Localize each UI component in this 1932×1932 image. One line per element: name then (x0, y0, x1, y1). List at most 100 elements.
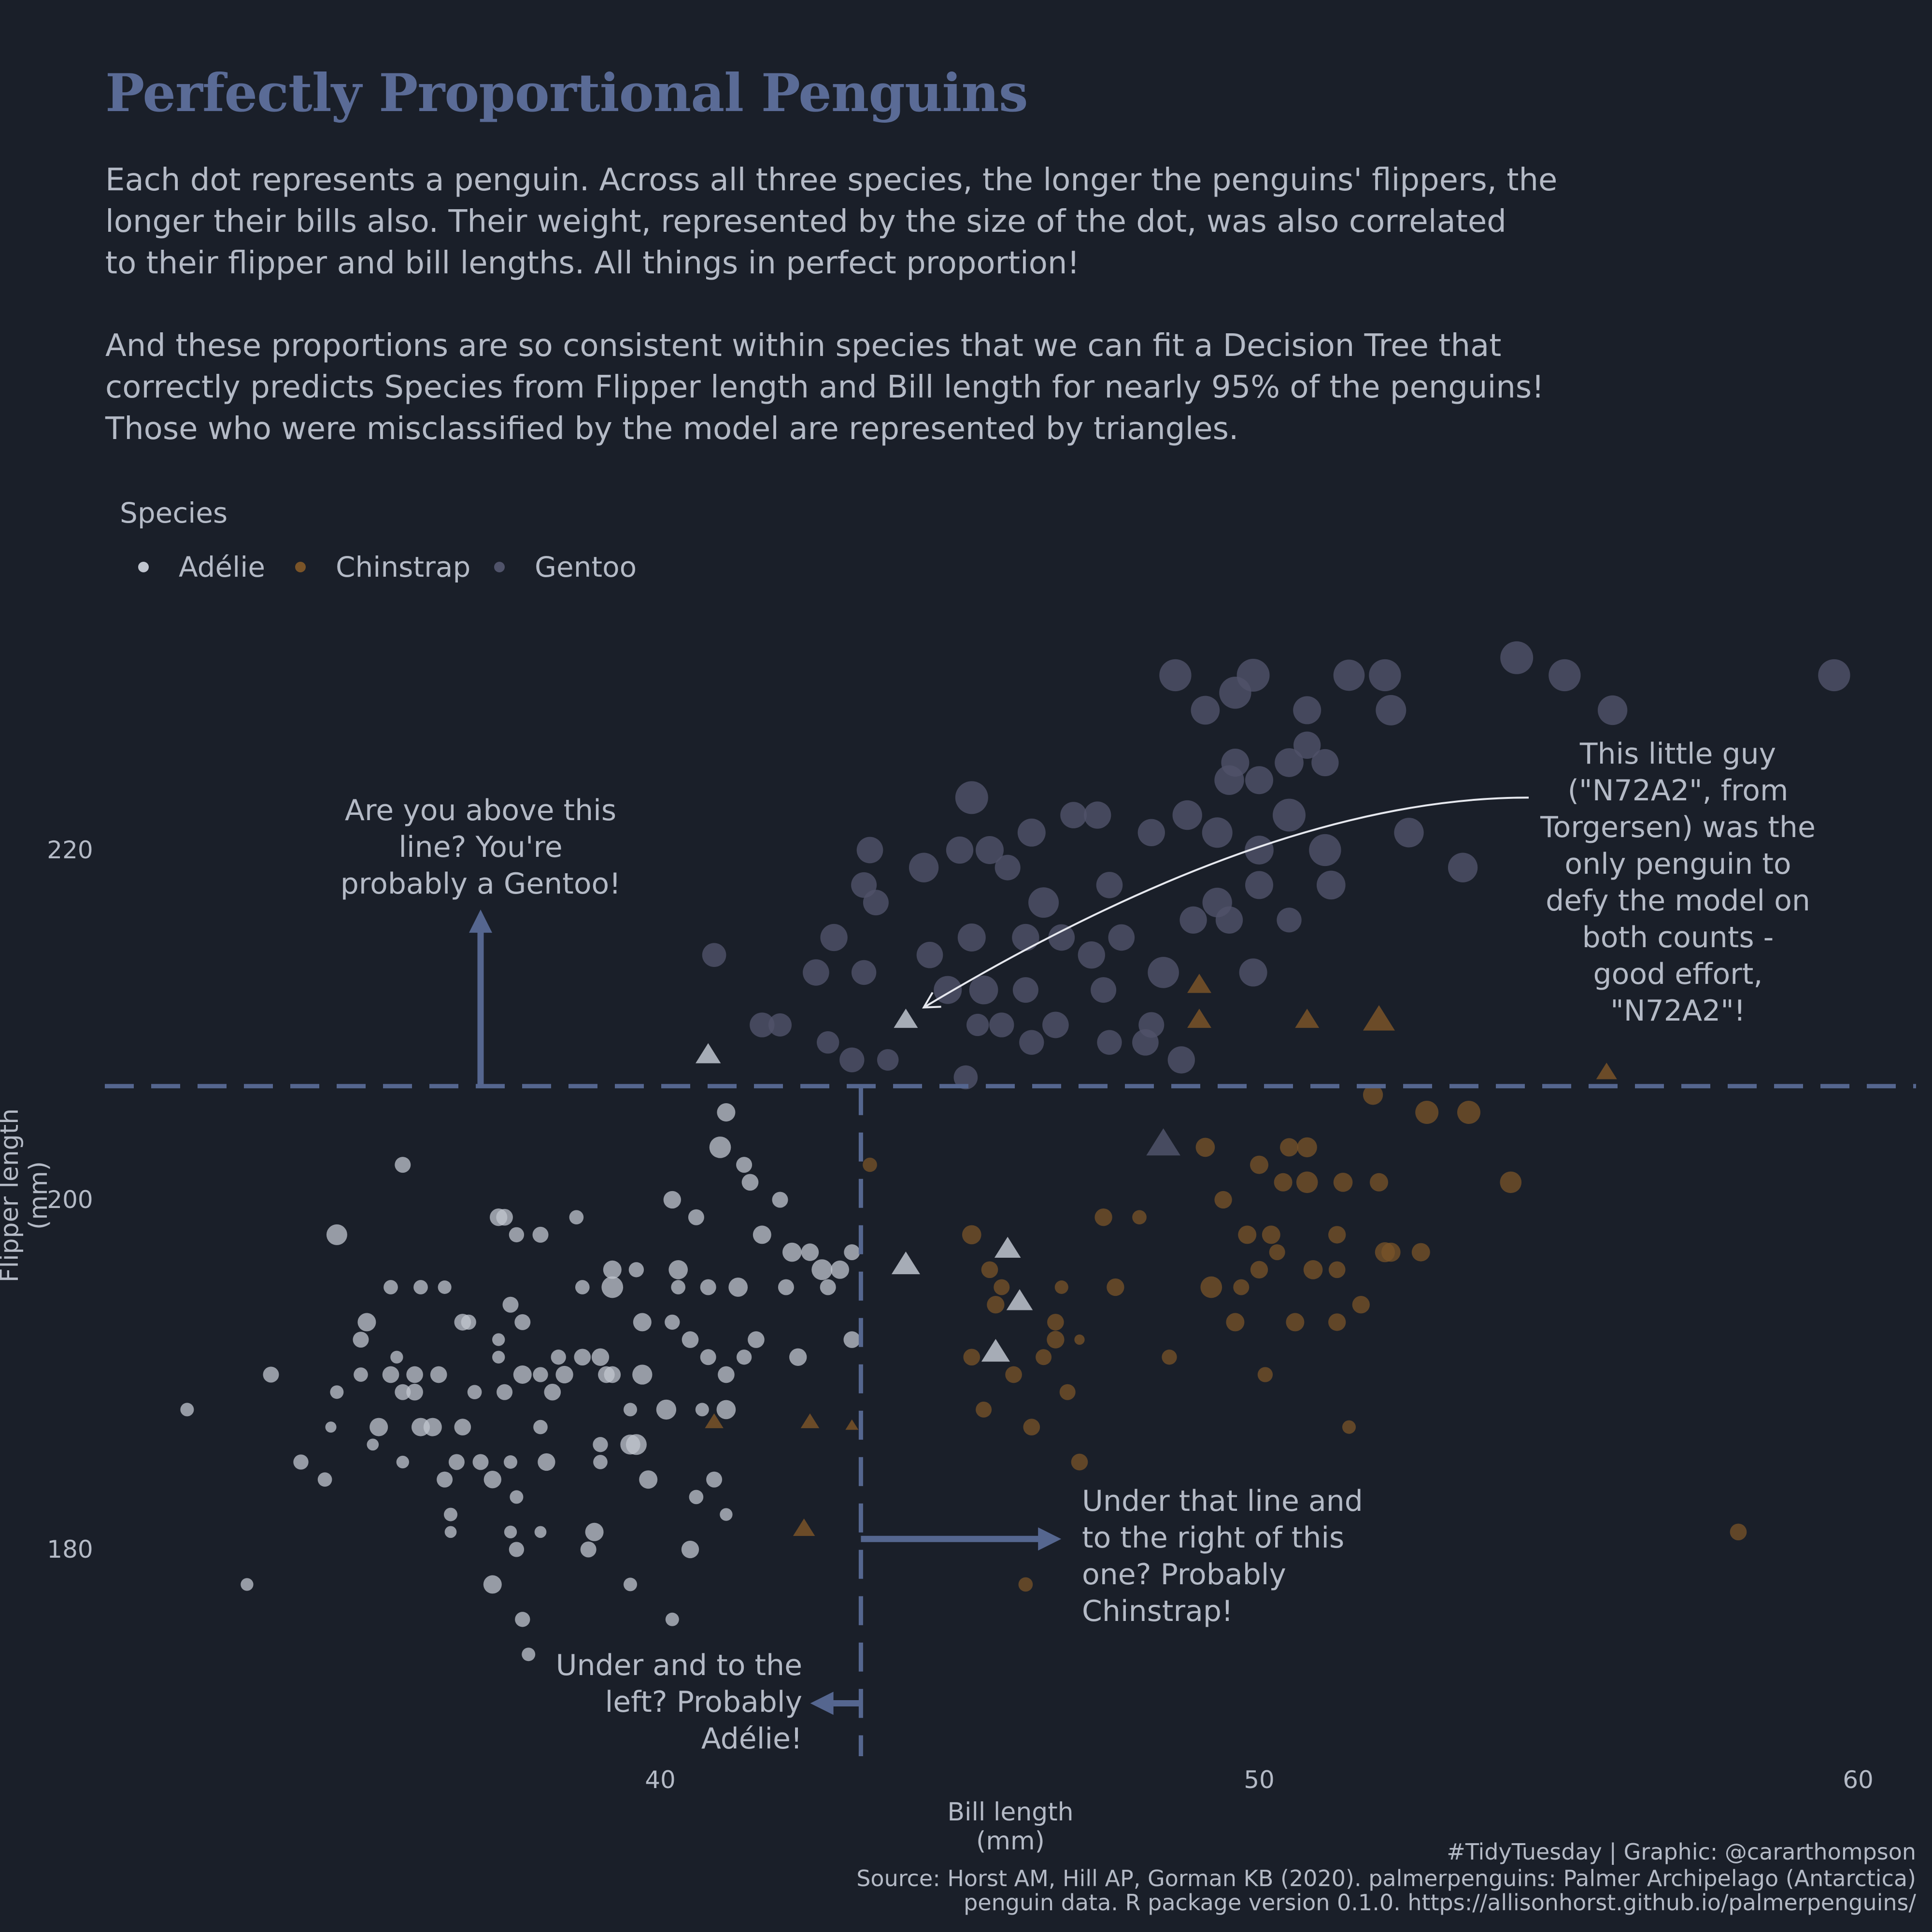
point-chinstrap (1005, 1366, 1022, 1383)
point-adelie (625, 1434, 647, 1455)
point-chinstrap (1023, 1419, 1040, 1435)
point-adelie (706, 1471, 723, 1488)
point-gentoo (1311, 749, 1339, 777)
point-adelie (509, 1227, 525, 1243)
point-adelie (515, 1612, 530, 1627)
point-adelie (789, 1348, 807, 1366)
annotation-line: both counts - (1582, 921, 1774, 954)
annotation-line: probably a Gentoo! (340, 867, 621, 901)
point-chinstrap (1257, 1367, 1273, 1382)
point-adelie (413, 1280, 428, 1294)
point-chinstrap (1274, 1173, 1293, 1192)
point-gentoo (1245, 871, 1273, 899)
point-chinstrap (1047, 1314, 1064, 1331)
point-gentoo (820, 923, 848, 952)
point-chinstrap (1054, 1280, 1068, 1294)
annotation-line: Under and to the (555, 1648, 802, 1682)
point-chinstrap (1415, 1101, 1439, 1124)
point-adelie (483, 1471, 501, 1489)
point-adelie (671, 1280, 686, 1294)
annotation-line: Adélie! (701, 1722, 802, 1756)
point-adelie (353, 1332, 369, 1348)
legend-label: Gentoo (535, 551, 637, 583)
point-chinstrap (1411, 1243, 1430, 1262)
point-gentoo (1219, 677, 1251, 709)
point-adelie (593, 1437, 608, 1452)
point-adelie (438, 1280, 452, 1294)
point-adelie (736, 1157, 753, 1173)
point-chinstrap (1094, 1208, 1112, 1226)
point-adelie (574, 1349, 591, 1366)
annotation-line: good effort, (1593, 957, 1763, 991)
legend-dot-chinstrap (295, 562, 306, 572)
point-adelie (430, 1366, 447, 1383)
point-gentoo (1277, 908, 1302, 933)
point-gentoo (909, 852, 939, 882)
point-gentoo (1333, 659, 1365, 691)
annotation-line: only penguin to (1564, 847, 1791, 881)
point-gentoo (1245, 836, 1274, 865)
subtitle-line: Those who were misclassified by the mode… (105, 411, 1239, 447)
point-gentoo (989, 1012, 1014, 1037)
point-adelie (504, 1525, 517, 1538)
point-gentoo (957, 923, 986, 952)
point-adelie (483, 1575, 502, 1594)
point-adelie (633, 1313, 652, 1332)
subtitle-paragraph-2: And these proportions are so consistent … (105, 325, 1699, 450)
point-adelie (580, 1541, 597, 1558)
point-gentoo (803, 959, 829, 986)
point-gentoo (750, 1012, 775, 1037)
point-adelie (382, 1366, 399, 1383)
point-adelie (504, 1455, 517, 1469)
point-gentoo (1096, 872, 1123, 898)
point-adelie (395, 1157, 411, 1173)
point-gentoo (1818, 659, 1850, 692)
point-adelie (782, 1242, 802, 1262)
point-gentoo (1214, 765, 1244, 795)
point-adelie (406, 1383, 423, 1401)
point-adelie (585, 1522, 604, 1541)
misclassified-triangle-chinstrap (845, 1419, 859, 1430)
point-gentoo (1202, 887, 1232, 918)
x-tick-label: 50 (1244, 1766, 1275, 1794)
misclassified-triangle-chinstrap (1295, 1009, 1320, 1028)
point-adelie (632, 1364, 653, 1385)
point-gentoo (1394, 818, 1424, 848)
point-adelie (357, 1313, 376, 1332)
point-chinstrap (1333, 1172, 1353, 1192)
point-adelie (395, 1384, 411, 1400)
annotation-line: defy the model on (1546, 884, 1810, 918)
point-gentoo (1293, 696, 1321, 724)
point-gentoo (1597, 695, 1628, 725)
point-chinstrap (1457, 1101, 1480, 1124)
point-gentoo (839, 1047, 865, 1073)
point-gentoo (1369, 659, 1401, 692)
point-adelie (717, 1103, 736, 1122)
arrowhead-gentoo (469, 909, 492, 933)
point-gentoo (1028, 887, 1059, 918)
point-chinstrap (1303, 1260, 1323, 1279)
point-chinstrap (994, 1279, 1010, 1295)
point-chinstrap (1047, 1331, 1065, 1349)
point-chinstrap (1036, 1349, 1052, 1365)
point-adelie (533, 1367, 548, 1382)
subtitle-line: correctly predicts Species from Flipper … (105, 369, 1544, 405)
point-gentoo (1078, 941, 1105, 969)
point-gentoo (877, 1049, 899, 1071)
point-chinstrap (1730, 1523, 1747, 1541)
legend-item-adelie: Adélie (138, 551, 265, 583)
point-adelie (492, 1333, 505, 1346)
point-adelie (396, 1455, 409, 1469)
point-adelie (624, 1403, 637, 1417)
x-axis-title: Bill length (mm) (947, 1798, 1074, 1856)
misclassified-triangle-adelie (696, 1043, 721, 1064)
point-adelie (496, 1208, 513, 1226)
x-tick-label: 40 (645, 1766, 676, 1794)
point-gentoo (953, 1065, 978, 1090)
point-adelie (601, 1276, 624, 1298)
curved-arrow-n72a2 (923, 796, 1529, 1009)
point-gentoo (1191, 696, 1220, 725)
point-chinstrap (1370, 1173, 1388, 1192)
point-chinstrap (1162, 1350, 1177, 1365)
misclassified-triangle-chinstrap (1187, 974, 1211, 993)
